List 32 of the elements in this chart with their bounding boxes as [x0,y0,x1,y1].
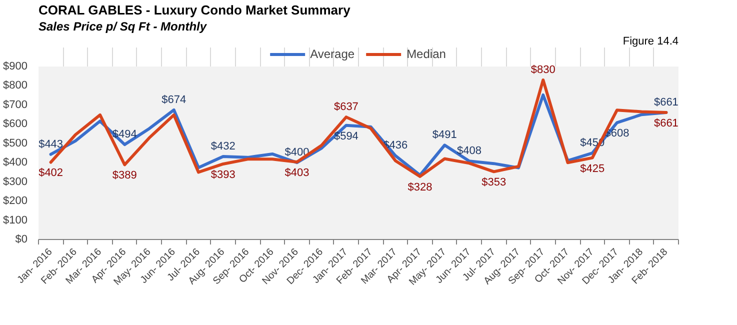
data-label: $408 [457,145,482,158]
data-label: $425 [580,162,605,175]
data-label: $389 [112,170,137,182]
data-label: $432 [210,140,236,152]
data-label: $403 [284,167,310,180]
data-label: $661 [654,96,678,108]
chart-subtitle: Sales Price p/ Sq Ft - Monthly [38,20,208,34]
data-label: $328 [408,181,432,194]
legend-label: Average [310,47,355,61]
data-label: $402 [38,167,64,180]
y-tick-label: $500 [3,137,28,150]
data-label: $661 [654,117,678,130]
y-tick-label: $400 [3,156,28,169]
data-label: $491 [432,129,457,142]
y-tick-label: $600 [3,118,28,130]
y-tick-label: $900 [3,60,28,73]
data-label: $830 [530,64,556,76]
legend-label: Median [406,47,446,61]
y-tick-label: $700 [3,98,28,111]
data-label: $443 [38,138,64,150]
y-tick-label: $300 [3,176,28,188]
data-label: $353 [482,176,506,189]
y-tick-label: $0 [15,234,28,246]
y-tick-label: $800 [3,80,28,92]
data-label: $637 [334,101,358,114]
data-label: $594 [334,130,358,142]
data-label: $393 [210,168,236,181]
caption: Figure 14.4 [622,36,679,48]
y-tick-label: $200 [3,195,28,208]
y-tick-label: $100 [3,214,28,226]
chart-title: CORAL GABLES - Luxury Condo Market Summary [38,2,352,18]
data-label: $674 [162,94,186,106]
